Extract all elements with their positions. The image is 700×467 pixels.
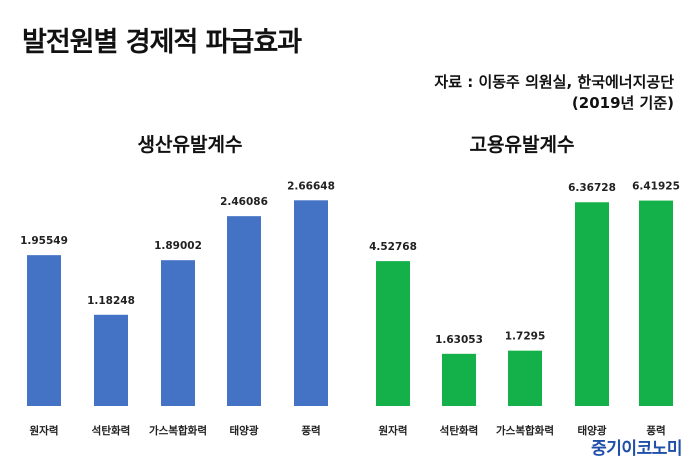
employment-bar [508, 350, 542, 406]
production-bar [27, 255, 61, 406]
page-title: 발전원별 경제적 파급효과 [22, 27, 302, 58]
employment-value-label: 1.63053 [435, 334, 483, 346]
chart-title-employment: 고용유발계수 [469, 134, 575, 156]
production-category-label: 풍력 [301, 425, 320, 437]
employment-value-label: 4.52768 [369, 241, 417, 253]
production-bar [227, 216, 261, 406]
employment-bar [442, 353, 476, 406]
production-category-label: 원자력 [30, 424, 59, 437]
source-note: 자료 : 이동주 의원실, 한국에너지공단 (2019년 기준) [434, 72, 674, 114]
production-value-label: 2.46086 [220, 196, 268, 208]
production-value-label: 1.95549 [20, 235, 68, 247]
production-bar [161, 260, 195, 406]
employment-bar [376, 261, 410, 406]
production-value-label: 1.18248 [87, 295, 135, 307]
employment-category-label: 풍력 [646, 425, 665, 437]
employment-category-label: 원자력 [379, 424, 408, 437]
employment-value-label: 6.36728 [568, 182, 616, 194]
source-line: 자료 : 이동주 의원실, 한국에너지공단 [434, 73, 674, 91]
employment-bar [575, 202, 609, 406]
employment-bar [639, 200, 673, 406]
employment-category-label: 석탄화력 [440, 424, 479, 437]
production-bar [94, 314, 128, 406]
production-category-label: 태양광 [230, 424, 259, 437]
production-category-label: 가스복합화력 [149, 424, 207, 437]
production-value-label: 2.66648 [287, 180, 335, 192]
source-year: (2019년 기준) [571, 94, 674, 112]
employment-category-label: 가스복합화력 [496, 424, 554, 437]
production-bar [294, 200, 328, 406]
employment-value-label: 1.7295 [505, 331, 546, 343]
employment-category-label: 태양광 [578, 424, 607, 437]
production-category-label: 석탄화력 [92, 424, 131, 437]
production-value-label: 1.89002 [154, 240, 202, 252]
chart-title-production: 생산유발계수 [137, 134, 243, 156]
employment-value-label: 6.41925 [632, 181, 680, 193]
brand-logo: 중기이코노미 [591, 439, 682, 459]
